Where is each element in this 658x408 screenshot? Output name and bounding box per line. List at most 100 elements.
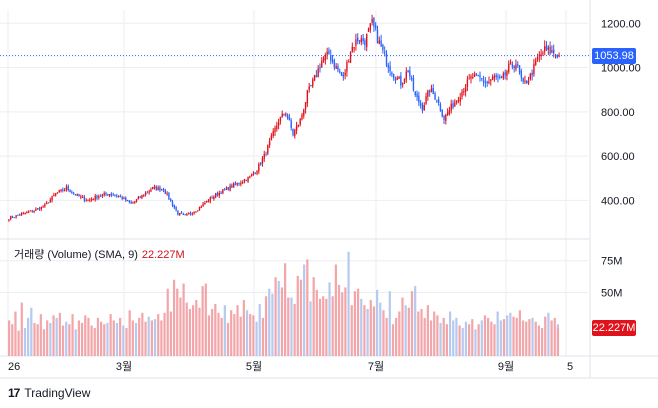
volume-bar: [68, 324, 71, 356]
volume-bar: [376, 289, 379, 356]
volume-bar: [65, 321, 68, 356]
candle-body: [85, 200, 87, 202]
volume-bar: [452, 320, 455, 356]
candle-body: [162, 189, 165, 191]
candle-body: [385, 53, 388, 66]
candle-body: [294, 129, 296, 136]
candle-body: [35, 208, 37, 211]
candle-body: [500, 77, 503, 79]
volume-bar: [334, 264, 337, 356]
price-tick-label: 800.00: [601, 107, 635, 119]
candle-body: [366, 33, 368, 47]
volume-bar: [303, 264, 306, 356]
volume-bar: [318, 298, 322, 356]
candle-body: [146, 192, 149, 194]
candle-body: [65, 186, 68, 190]
candle-body: [231, 184, 233, 188]
volume-bar: [264, 296, 268, 356]
candle-body: [340, 72, 343, 76]
candle-body: [322, 58, 325, 62]
candle-body: [72, 192, 75, 194]
candle-body: [114, 195, 116, 197]
brand-name: TradingView: [24, 386, 91, 400]
candle-body: [33, 210, 35, 212]
candle-body: [254, 172, 256, 174]
candle-body: [391, 72, 393, 75]
candle-body: [558, 55, 560, 57]
volume-bar: [169, 311, 173, 356]
volume-bar: [341, 292, 344, 356]
volume-bar: [33, 322, 36, 356]
candle-body: [17, 214, 19, 216]
candle-body: [509, 62, 512, 64]
volume-bar: [391, 324, 395, 356]
volume-bar: [442, 317, 445, 356]
time-axis-label: 9월: [498, 360, 514, 373]
volume-bar: [455, 317, 458, 356]
volume-bar: [448, 311, 452, 356]
candle-body: [418, 95, 420, 103]
candle-body: [288, 117, 291, 121]
tradingview-brand[interactable]: 17 TradingView: [8, 386, 90, 400]
candle-body: [101, 194, 104, 196]
price-tick-label: 1000.00: [601, 63, 641, 75]
candle-body: [74, 194, 77, 196]
volume-bar: [433, 311, 436, 356]
volume-bar: [112, 320, 115, 356]
volume-bar: [128, 310, 131, 356]
candle-body: [193, 212, 195, 214]
volume-bar: [258, 303, 261, 356]
volume-bar: [382, 310, 385, 356]
volume-bar: [106, 322, 109, 356]
candle-body: [238, 182, 240, 184]
volume-bar: [493, 324, 496, 356]
volume-bar: [8, 320, 11, 356]
candle-body: [164, 190, 167, 194]
volume-bar: [211, 308, 214, 356]
candle-body: [461, 91, 463, 97]
volume-bar: [429, 320, 433, 356]
candle-body: [297, 125, 300, 127]
candle-body: [477, 74, 479, 76]
volume-bar: [509, 312, 512, 356]
candle-body: [87, 200, 89, 202]
candle-body: [121, 196, 123, 200]
candle-body: [351, 46, 354, 52]
candle-body: [349, 51, 352, 63]
candle-body: [116, 195, 118, 197]
volume-bar: [483, 315, 487, 356]
volume-bar: [230, 310, 233, 356]
volume-bar: [439, 322, 442, 356]
candle-body: [202, 203, 204, 207]
candle-body: [360, 38, 363, 43]
candle-body: [182, 213, 185, 215]
candle-body: [195, 211, 197, 213]
volume-bar: [309, 301, 312, 356]
candle-body: [29, 210, 32, 212]
volume-bar: [245, 310, 249, 356]
candle-body: [455, 100, 458, 103]
volume-bar: [436, 315, 439, 356]
candle-body: [189, 213, 192, 215]
candle-body: [110, 193, 113, 196]
volume-bar: [398, 311, 401, 356]
volume-bar: [27, 317, 30, 356]
candle-body: [277, 122, 280, 126]
candle-body: [166, 193, 168, 195]
candle-body: [493, 76, 496, 78]
candle-body: [47, 202, 50, 204]
volume-bar: [331, 296, 334, 356]
candle-body: [229, 185, 231, 191]
volume-bar: [420, 308, 423, 356]
volume-bar: [363, 305, 366, 356]
volume-bar: [550, 320, 553, 356]
candle-body: [150, 189, 152, 192]
volume-bar: [11, 324, 14, 356]
volume-bar: [401, 297, 404, 356]
candle-body: [382, 45, 384, 50]
candle-body: [216, 193, 219, 196]
candle-body: [450, 103, 452, 111]
volume-bar: [249, 314, 252, 356]
volume-bar: [315, 289, 318, 356]
